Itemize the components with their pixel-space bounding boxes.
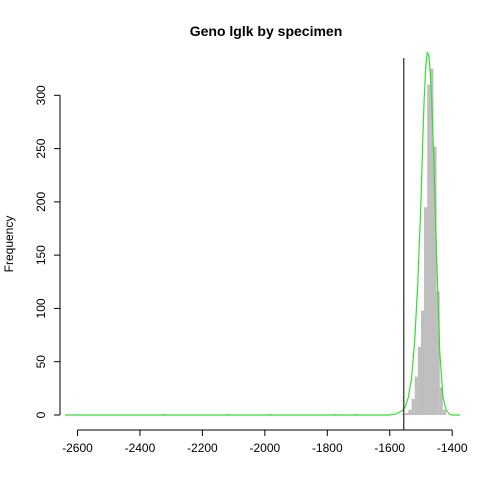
y-tick-label-0: 0	[34, 411, 48, 418]
histogram-bar-9	[430, 68, 434, 416]
y-tick-label-2: 100	[34, 298, 48, 318]
histogram-bar-3	[411, 399, 415, 415]
y-tick-label-3: 150	[34, 245, 48, 265]
histogram-bar-8	[427, 84, 431, 416]
histogram-bar-6	[420, 310, 425, 415]
histogram-bar-2	[408, 409, 412, 415]
histogram-bar-11	[436, 291, 440, 415]
histogram-bar-1	[405, 412, 409, 415]
histogram-bar-12	[439, 387, 443, 415]
histogram-bar-7	[424, 207, 428, 415]
histogram-bar-5	[417, 346, 421, 415]
x-tick-label-2: -2200	[187, 441, 218, 455]
y-tick-label-6: 300	[34, 85, 48, 105]
y-axis: 0 50 100 150 200 250 300	[34, 85, 61, 418]
x-tick-label-5: -1600	[374, 441, 405, 455]
y-tick-label-4: 200	[34, 192, 48, 212]
histogram-bar-4	[414, 376, 418, 415]
x-tick-label-4: -1800	[312, 441, 343, 455]
chart-title: Geno lglk by specimen	[190, 23, 343, 39]
density-curve	[65, 51, 460, 416]
x-tick-label-1: -2400	[125, 441, 156, 455]
x-axis: -2600 -2400 -2200 -2000 -1800 -1600 -1400	[62, 429, 468, 455]
y-tick-label-5: 250	[34, 138, 48, 158]
histogram-bar-10	[433, 146, 437, 415]
x-tick-label-3: -2000	[249, 441, 280, 455]
y-tick-label-1: 50	[34, 355, 48, 369]
histogram-bar-13	[442, 409, 446, 415]
x-tick-label-0: -2600	[62, 441, 93, 455]
x-tick-label-6: -1400	[437, 441, 468, 455]
density-curve-group	[65, 51, 460, 416]
y-axis-label: Frequency	[2, 216, 16, 273]
